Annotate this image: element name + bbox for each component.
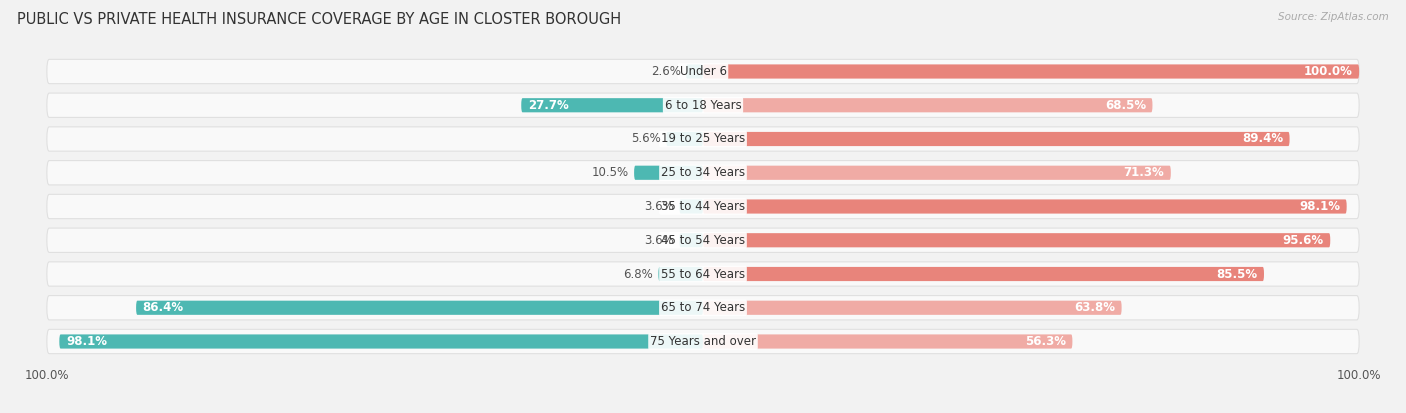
Text: 85.5%: 85.5% bbox=[1216, 268, 1257, 280]
Text: 55 to 64 Years: 55 to 64 Years bbox=[661, 268, 745, 280]
FancyBboxPatch shape bbox=[703, 335, 1073, 349]
Text: 71.3%: 71.3% bbox=[1123, 166, 1164, 179]
Text: 56.3%: 56.3% bbox=[1025, 335, 1066, 348]
FancyBboxPatch shape bbox=[703, 64, 1360, 78]
Text: 86.4%: 86.4% bbox=[142, 301, 184, 314]
FancyBboxPatch shape bbox=[658, 267, 703, 281]
FancyBboxPatch shape bbox=[666, 132, 703, 146]
FancyBboxPatch shape bbox=[703, 301, 1122, 315]
FancyBboxPatch shape bbox=[46, 329, 1360, 354]
FancyBboxPatch shape bbox=[703, 166, 1171, 180]
Text: 6.8%: 6.8% bbox=[623, 268, 654, 280]
Text: 6 to 18 Years: 6 to 18 Years bbox=[665, 99, 741, 112]
Text: 19 to 25 Years: 19 to 25 Years bbox=[661, 133, 745, 145]
Text: 3.6%: 3.6% bbox=[644, 234, 673, 247]
Text: 89.4%: 89.4% bbox=[1241, 133, 1284, 145]
Text: 100.0%: 100.0% bbox=[1303, 65, 1353, 78]
FancyBboxPatch shape bbox=[46, 195, 1360, 218]
Text: 5.6%: 5.6% bbox=[631, 133, 661, 145]
Text: 45 to 54 Years: 45 to 54 Years bbox=[661, 234, 745, 247]
Text: 75 Years and over: 75 Years and over bbox=[650, 335, 756, 348]
FancyBboxPatch shape bbox=[703, 98, 1153, 112]
FancyBboxPatch shape bbox=[679, 199, 703, 214]
Text: 95.6%: 95.6% bbox=[1282, 234, 1323, 247]
FancyBboxPatch shape bbox=[46, 262, 1360, 286]
Text: 2.6%: 2.6% bbox=[651, 65, 681, 78]
Text: 65 to 74 Years: 65 to 74 Years bbox=[661, 301, 745, 314]
FancyBboxPatch shape bbox=[46, 59, 1360, 84]
Text: 98.1%: 98.1% bbox=[1299, 200, 1340, 213]
FancyBboxPatch shape bbox=[703, 132, 1289, 146]
Text: 68.5%: 68.5% bbox=[1105, 99, 1146, 112]
FancyBboxPatch shape bbox=[46, 161, 1360, 185]
Text: 98.1%: 98.1% bbox=[66, 335, 107, 348]
Text: 25 to 34 Years: 25 to 34 Years bbox=[661, 166, 745, 179]
Text: 35 to 44 Years: 35 to 44 Years bbox=[661, 200, 745, 213]
Text: 63.8%: 63.8% bbox=[1074, 301, 1115, 314]
Text: 3.6%: 3.6% bbox=[644, 200, 673, 213]
Text: 27.7%: 27.7% bbox=[527, 99, 568, 112]
FancyBboxPatch shape bbox=[136, 301, 703, 315]
Text: PUBLIC VS PRIVATE HEALTH INSURANCE COVERAGE BY AGE IN CLOSTER BOROUGH: PUBLIC VS PRIVATE HEALTH INSURANCE COVER… bbox=[17, 12, 621, 27]
FancyBboxPatch shape bbox=[703, 199, 1347, 214]
FancyBboxPatch shape bbox=[46, 93, 1360, 117]
FancyBboxPatch shape bbox=[634, 166, 703, 180]
FancyBboxPatch shape bbox=[679, 233, 703, 247]
Text: Source: ZipAtlas.com: Source: ZipAtlas.com bbox=[1278, 12, 1389, 22]
Text: Under 6: Under 6 bbox=[679, 65, 727, 78]
FancyBboxPatch shape bbox=[703, 233, 1330, 247]
FancyBboxPatch shape bbox=[703, 267, 1264, 281]
FancyBboxPatch shape bbox=[46, 127, 1360, 151]
Text: 10.5%: 10.5% bbox=[592, 166, 628, 179]
FancyBboxPatch shape bbox=[522, 98, 703, 112]
FancyBboxPatch shape bbox=[686, 64, 703, 78]
FancyBboxPatch shape bbox=[46, 296, 1360, 320]
FancyBboxPatch shape bbox=[59, 335, 703, 349]
FancyBboxPatch shape bbox=[46, 228, 1360, 252]
